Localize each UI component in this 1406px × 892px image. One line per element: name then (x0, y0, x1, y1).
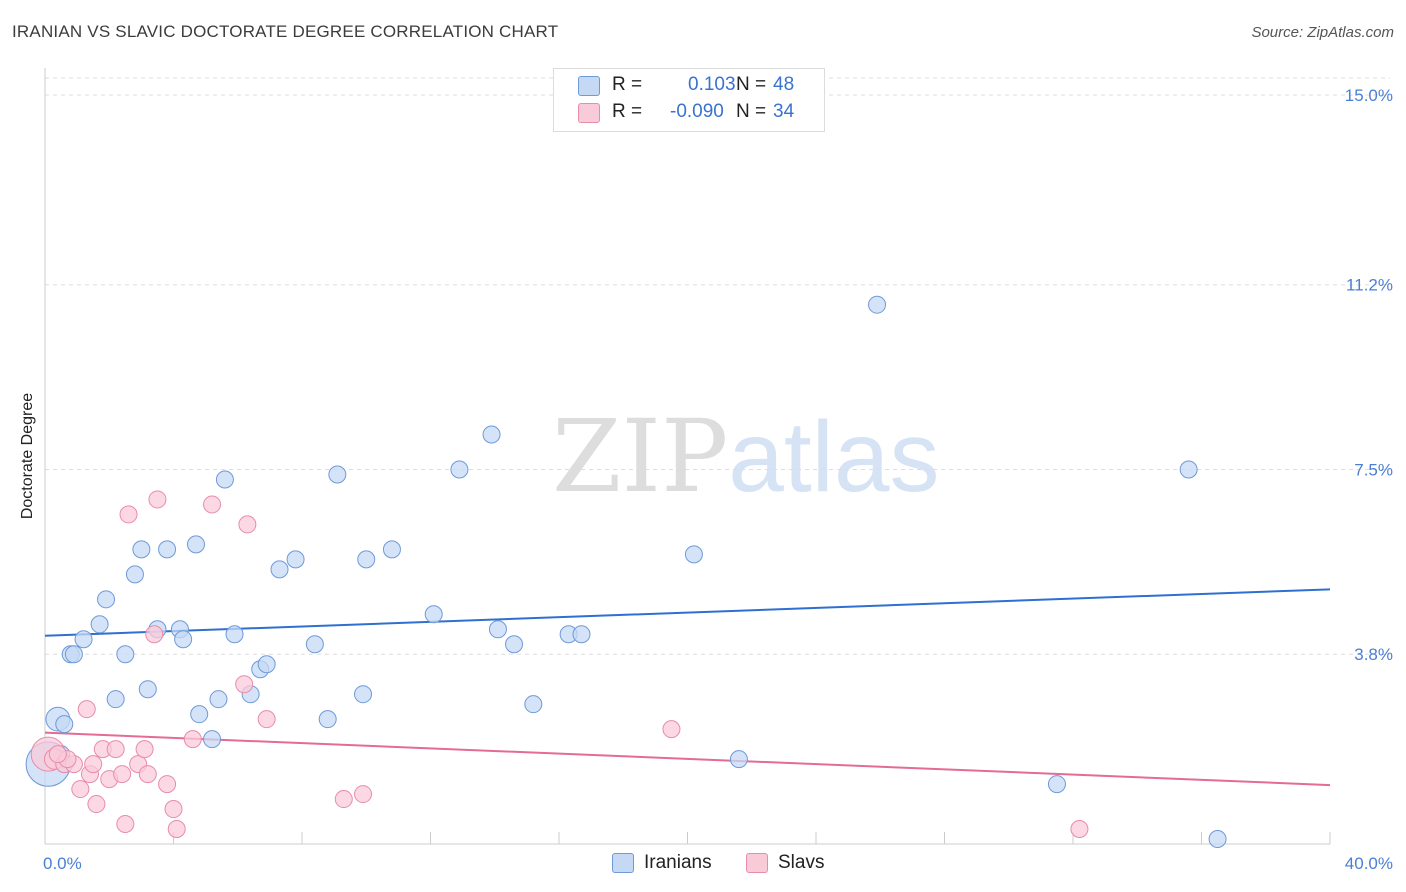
iranian-point (74, 630, 93, 649)
y-tick-label: 3.8% (1354, 645, 1393, 664)
iranian-point (125, 565, 144, 584)
iranian-point (505, 635, 524, 654)
slav-point (354, 785, 373, 804)
iranian-point (1047, 775, 1066, 794)
iranian-point (106, 690, 125, 709)
iranian-point (382, 540, 401, 559)
iranian-point (684, 545, 703, 564)
slav-point (148, 490, 167, 509)
slavs-swatch (746, 853, 768, 873)
slav-point (238, 515, 257, 534)
slav-point (257, 710, 276, 729)
watermark-zip: ZIP (552, 398, 729, 515)
iranians-swatch (612, 853, 634, 873)
slav-point (164, 800, 183, 819)
iranian-point (215, 470, 234, 489)
iranian-point (286, 550, 305, 569)
slav-point (71, 780, 90, 799)
iranian-point (225, 625, 244, 644)
iranian-point (186, 535, 205, 554)
slav-point (113, 765, 132, 784)
correlation-legend: R = 0.103 N = 48 R = -0.090 N = 34 (553, 68, 825, 132)
iranians-swatch (578, 76, 600, 96)
iranian-point (488, 620, 507, 639)
slavs-swatch (578, 103, 600, 123)
iranian-point (868, 295, 887, 314)
watermark: ZIPatlas (552, 398, 940, 515)
iranian-point (357, 550, 376, 569)
iranian-point (1179, 460, 1198, 479)
iranian-point (209, 690, 228, 709)
iranian-point (203, 730, 222, 749)
iranian-point (138, 680, 157, 699)
grid-layer (45, 77, 1390, 655)
iranian-point (729, 750, 748, 769)
slav-trend-line (44, 731, 1331, 787)
iranian-point (450, 460, 469, 479)
r-value-slavs: -0.090 (670, 101, 724, 122)
slav-point (1070, 820, 1089, 839)
point-layer (25, 295, 1227, 849)
legend-label-iranians: Iranians (644, 852, 712, 873)
y-tick-label: 15.0% (1345, 86, 1393, 105)
slav-point (334, 790, 353, 809)
iranian-point (305, 635, 324, 654)
tick-label-layer: 3.8% 7.5% 11.2% 15.0% 0.0% 40.0% (43, 86, 1393, 873)
slav-point (77, 700, 96, 719)
iranian-point (55, 715, 74, 734)
legend-label-slavs: Slavs (778, 852, 825, 873)
slav-point (116, 815, 135, 834)
slav-point (183, 730, 202, 749)
y-tick-label: 11.2% (1346, 276, 1393, 295)
iranian-point (132, 540, 151, 559)
slav-point (203, 495, 222, 514)
iranian-point (1208, 830, 1227, 849)
slav-point (662, 720, 681, 739)
iranian-point (318, 710, 337, 729)
slav-point (106, 740, 125, 759)
iranian-point (97, 590, 116, 609)
slav-point (145, 625, 164, 644)
r-label: R = (612, 74, 643, 95)
x-tick-label: 0.0% (43, 854, 82, 873)
iranian-point (482, 425, 501, 444)
iranian-point (64, 645, 83, 664)
n-value-iranians: 48 (773, 74, 795, 95)
slav-point (158, 775, 177, 794)
iranian-point (158, 540, 177, 559)
iranian-point (524, 695, 543, 714)
iranian-point (257, 655, 276, 674)
iranian-trend-line (44, 588, 1331, 637)
watermark-atlas: atlas (728, 401, 940, 513)
iranian-point (328, 465, 347, 484)
slav-point (167, 820, 186, 839)
axis-layer (44, 68, 1331, 845)
iranian-point (354, 685, 373, 704)
n-label: N = (736, 74, 767, 95)
r-label: R = (612, 101, 643, 122)
slav-point (138, 765, 157, 784)
iranian-point (572, 625, 591, 644)
slav-point (84, 755, 103, 774)
slav-point (87, 795, 106, 814)
n-label: N = (736, 101, 767, 122)
iranian-point (190, 705, 209, 724)
chart-title: IRANIAN VS SLAVIC DOCTORATE DEGREE CORRE… (12, 22, 559, 41)
x-tick-label: 40.0% (1345, 854, 1393, 873)
iranian-point (424, 605, 443, 624)
n-value-slavs: 34 (773, 101, 795, 122)
iranian-point (116, 645, 135, 664)
slav-point (119, 505, 138, 524)
source-credit: Source: ZipAtlas.com (1251, 24, 1394, 41)
trend-layer (44, 588, 1331, 787)
iranian-point (174, 630, 193, 649)
slav-point (235, 675, 254, 694)
y-tick-label: 7.5% (1354, 460, 1393, 479)
slav-point (135, 740, 154, 759)
slav-point (48, 745, 67, 764)
iranian-point (270, 560, 289, 579)
r-value-iranians: 0.103 (688, 74, 736, 95)
iranian-point (90, 615, 109, 634)
